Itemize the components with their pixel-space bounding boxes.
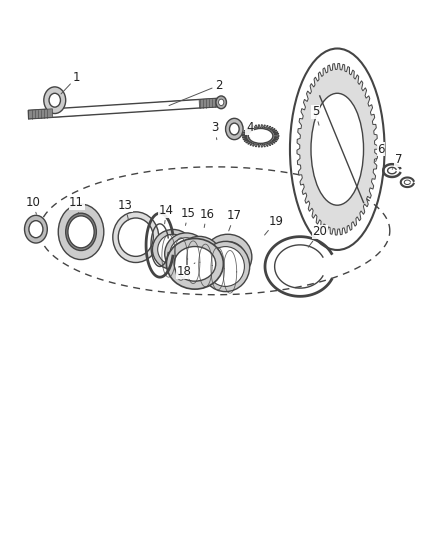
Polygon shape (199, 98, 221, 108)
Polygon shape (297, 63, 378, 235)
Circle shape (216, 96, 226, 109)
Ellipse shape (210, 241, 245, 272)
Ellipse shape (230, 123, 239, 135)
Polygon shape (28, 98, 221, 119)
Polygon shape (50, 100, 199, 117)
Text: 11: 11 (69, 196, 84, 213)
Text: 17: 17 (227, 209, 242, 231)
Ellipse shape (170, 238, 202, 270)
Ellipse shape (118, 218, 153, 256)
Text: 2: 2 (169, 79, 223, 106)
Ellipse shape (226, 118, 243, 140)
Text: 19: 19 (265, 215, 283, 235)
Ellipse shape (182, 241, 216, 274)
Text: 20: 20 (308, 225, 327, 247)
Ellipse shape (113, 212, 159, 263)
Ellipse shape (248, 128, 273, 143)
Ellipse shape (66, 213, 96, 251)
Ellipse shape (166, 239, 223, 289)
Ellipse shape (207, 247, 244, 286)
Ellipse shape (204, 235, 252, 279)
Circle shape (219, 99, 224, 106)
Text: 13: 13 (117, 199, 132, 220)
Ellipse shape (201, 241, 250, 292)
Polygon shape (28, 109, 53, 119)
Text: 5: 5 (312, 106, 319, 125)
Text: 1: 1 (61, 71, 81, 94)
Text: 16: 16 (199, 208, 214, 228)
Ellipse shape (68, 216, 94, 248)
Ellipse shape (311, 93, 364, 205)
Ellipse shape (58, 204, 104, 260)
Text: 7: 7 (392, 154, 403, 169)
Ellipse shape (29, 221, 43, 238)
Ellipse shape (152, 229, 194, 269)
Text: 10: 10 (25, 196, 40, 214)
Text: 14: 14 (159, 204, 174, 224)
Ellipse shape (177, 237, 222, 279)
Text: 3: 3 (211, 122, 218, 140)
Ellipse shape (158, 235, 188, 264)
Ellipse shape (44, 87, 66, 114)
Polygon shape (242, 125, 279, 147)
Text: 4: 4 (246, 122, 254, 139)
Ellipse shape (49, 93, 60, 107)
Text: 18: 18 (177, 263, 195, 278)
Text: 6: 6 (376, 143, 385, 161)
Text: 15: 15 (181, 207, 196, 225)
Ellipse shape (25, 215, 47, 243)
Ellipse shape (174, 246, 216, 281)
Ellipse shape (165, 233, 208, 274)
